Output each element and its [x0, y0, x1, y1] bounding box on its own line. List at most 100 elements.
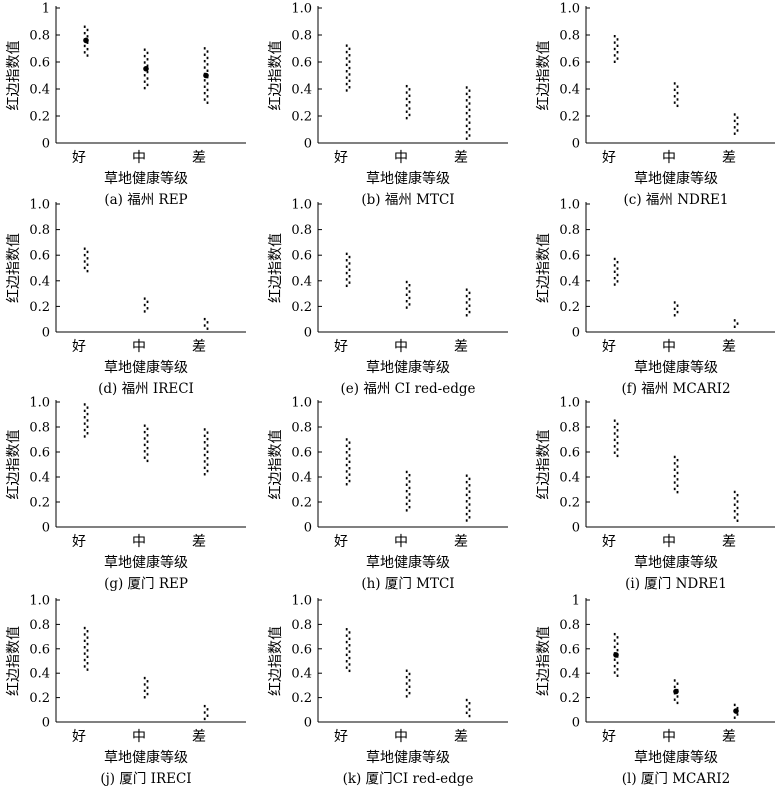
data-point [673, 307, 676, 311]
mean-marker [83, 37, 89, 44]
data-point [676, 465, 679, 468]
x-axis-label: 草地健康等级 [366, 554, 450, 571]
category-label: 好 [602, 534, 616, 550]
data-point [345, 278, 348, 281]
data-point [613, 632, 616, 636]
chart-caption: (k) 厦门CI red-edge [343, 771, 474, 787]
data-point [206, 69, 209, 72]
category-label: 好 [72, 339, 86, 355]
mean-marker [203, 72, 209, 79]
data-point [345, 284, 348, 288]
data-point [143, 303, 146, 307]
data-point [465, 294, 468, 298]
data-point [146, 692, 149, 696]
data-point [673, 698, 676, 701]
data-point [408, 296, 411, 300]
data-point [408, 672, 411, 676]
data-point [408, 480, 411, 483]
data-point [143, 297, 146, 300]
data-point [345, 70, 348, 73]
data-point [345, 653, 348, 657]
data-point [408, 499, 411, 502]
y-axis-label: 红边指数值 [268, 41, 284, 111]
data-point [616, 51, 619, 54]
data-point [676, 104, 679, 108]
y-tick-label: 0.4 [559, 667, 580, 682]
data-point [146, 83, 149, 87]
data-point [146, 680, 149, 683]
data-point [206, 457, 209, 460]
category-label: 差 [192, 534, 206, 550]
data-point [468, 310, 471, 314]
data-point [203, 441, 206, 444]
data-point [203, 98, 206, 101]
y-tick-label: 0.6 [291, 446, 312, 461]
data-point-column [733, 490, 739, 522]
data-point [348, 86, 351, 89]
y-tick-label: 0.6 [29, 56, 50, 71]
data-point [83, 403, 86, 406]
data-point [345, 660, 348, 663]
data-point-column [345, 252, 351, 288]
data-point [348, 644, 351, 647]
data-point [348, 79, 351, 83]
data-point [83, 260, 86, 263]
y-tick-label: 1.0 [559, 2, 580, 17]
data-point [405, 280, 408, 284]
y-tick-label: 0 [304, 326, 312, 341]
y-tick-label: 0.4 [29, 83, 50, 98]
data-point [616, 435, 619, 438]
data-point-column [345, 628, 351, 673]
data-point [345, 265, 348, 268]
category-label: 差 [454, 339, 468, 355]
data-point [405, 669, 408, 672]
data-point [345, 76, 348, 79]
y-tick-label: 0.8 [291, 618, 312, 633]
y-tick-label: 0 [42, 137, 50, 152]
data-point-column [613, 35, 619, 63]
chart-caption: (d) 福州 IRECI [98, 381, 194, 397]
data-point [736, 129, 739, 132]
data-point [83, 44, 86, 48]
data-point [146, 77, 149, 80]
data-point [405, 483, 408, 486]
data-point [468, 484, 471, 487]
data-point [468, 702, 471, 705]
data-point [86, 419, 89, 422]
y-tick-label: 0.8 [559, 618, 580, 633]
data-point [345, 259, 348, 262]
y-tick-label: 0.6 [29, 642, 50, 657]
y-tick-label: 0.4 [291, 471, 312, 486]
data-point [616, 422, 619, 426]
data-point [83, 639, 86, 643]
data-point [616, 57, 619, 60]
data-point [83, 247, 86, 250]
y-tick-label: 0 [42, 326, 50, 341]
data-point [206, 469, 209, 473]
data-point [676, 695, 679, 698]
data-point [408, 303, 411, 306]
y-tick-label: 0.8 [291, 29, 312, 44]
data-point [206, 444, 209, 447]
data-point [465, 474, 468, 477]
data-point [348, 54, 351, 57]
data-point-column [673, 301, 679, 317]
data-point [206, 95, 209, 98]
data-point [203, 711, 206, 714]
data-point [465, 314, 468, 317]
data-point [143, 689, 146, 693]
y-tick-label: 0.4 [291, 274, 312, 289]
data-point [206, 327, 209, 330]
data-point [348, 473, 351, 476]
y-tick-label: 0.4 [29, 667, 50, 682]
data-point [616, 674, 619, 677]
data-point [673, 301, 676, 304]
y-tick-label: 0 [572, 137, 580, 152]
data-point [465, 99, 468, 102]
data-point [408, 284, 411, 287]
data-point [405, 84, 408, 88]
